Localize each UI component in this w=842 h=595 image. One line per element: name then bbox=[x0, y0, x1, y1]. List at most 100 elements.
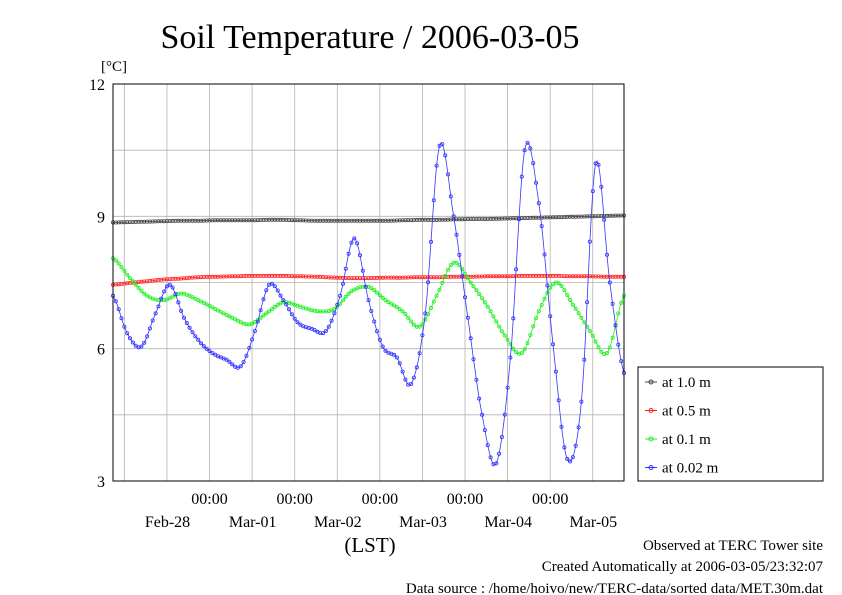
series-point bbox=[448, 263, 453, 268]
series-point bbox=[508, 355, 513, 360]
series-point bbox=[409, 381, 414, 386]
series-point bbox=[113, 299, 118, 304]
series-point bbox=[292, 316, 297, 321]
legend-label: at 1.0 m bbox=[662, 375, 711, 391]
series-point bbox=[383, 298, 388, 303]
series-point bbox=[113, 258, 118, 263]
series-point bbox=[340, 298, 345, 303]
series-point bbox=[207, 303, 212, 308]
series-point bbox=[511, 346, 516, 351]
y-tick-label: 3 bbox=[97, 474, 105, 491]
series-point bbox=[497, 451, 502, 456]
series-point bbox=[366, 218, 371, 223]
series-point bbox=[548, 314, 553, 319]
series-point bbox=[596, 162, 601, 167]
series-line bbox=[112, 142, 625, 466]
series-0 bbox=[111, 213, 627, 225]
series-point bbox=[437, 287, 442, 292]
series-point bbox=[437, 143, 442, 148]
chart-title: Soil Temperature / 2006-03-05 bbox=[160, 19, 579, 56]
series-point bbox=[125, 272, 130, 277]
series-point bbox=[372, 319, 377, 324]
series-point bbox=[542, 296, 547, 301]
series-point bbox=[497, 274, 502, 279]
series-point bbox=[173, 291, 178, 296]
series-point bbox=[261, 273, 266, 278]
series-point bbox=[272, 284, 277, 289]
series-point bbox=[332, 311, 337, 316]
series-3 bbox=[111, 140, 627, 467]
series-point bbox=[613, 323, 618, 328]
series-point bbox=[357, 253, 362, 258]
series-point bbox=[434, 293, 439, 298]
series-point bbox=[343, 294, 348, 299]
series-point bbox=[369, 286, 374, 291]
series-point bbox=[164, 284, 169, 289]
series-layer bbox=[111, 140, 627, 467]
series-point bbox=[335, 302, 340, 307]
series-point bbox=[482, 300, 487, 305]
series-point bbox=[488, 455, 493, 460]
series-point bbox=[468, 216, 473, 221]
series-point bbox=[551, 282, 556, 287]
series-point bbox=[534, 215, 539, 220]
series-point bbox=[241, 360, 246, 365]
series-point bbox=[250, 321, 255, 326]
series-point bbox=[227, 359, 232, 364]
series-point bbox=[468, 336, 473, 341]
series-point bbox=[440, 280, 445, 285]
series-point bbox=[494, 319, 499, 324]
series-point bbox=[284, 302, 289, 307]
series-point bbox=[377, 337, 382, 342]
series-point bbox=[139, 288, 144, 293]
x-tick-date: Mar-03 bbox=[399, 514, 447, 531]
series-point bbox=[261, 217, 266, 222]
series-point bbox=[517, 217, 522, 222]
series-point bbox=[431, 198, 436, 203]
series-point bbox=[156, 304, 161, 309]
series-point bbox=[349, 276, 354, 281]
series-point bbox=[198, 341, 203, 346]
series-point bbox=[411, 375, 416, 380]
series-point bbox=[116, 261, 121, 266]
series-point bbox=[474, 377, 479, 382]
x-tick-time: 00:00 bbox=[362, 491, 398, 508]
series-point bbox=[363, 284, 368, 289]
series-point bbox=[423, 311, 428, 316]
series-point bbox=[590, 333, 595, 338]
series-point bbox=[562, 288, 567, 293]
series-point bbox=[508, 342, 513, 347]
series-point bbox=[565, 456, 570, 461]
series-point bbox=[426, 280, 431, 285]
series-point bbox=[369, 308, 374, 313]
series-point bbox=[394, 355, 399, 360]
x-tick-time: 00:00 bbox=[447, 491, 483, 508]
series-point bbox=[193, 334, 198, 339]
series-point bbox=[326, 324, 331, 329]
x-axis-label: (LST) bbox=[344, 533, 395, 557]
series-point bbox=[392, 352, 397, 357]
series-point bbox=[162, 289, 167, 294]
series-point bbox=[545, 290, 550, 295]
series-point bbox=[252, 328, 257, 333]
series-point bbox=[414, 365, 419, 370]
legend-label: at 0.5 m bbox=[662, 404, 711, 420]
series-point bbox=[616, 311, 621, 316]
series-point bbox=[548, 273, 553, 278]
x-tick-date: Mar-04 bbox=[484, 514, 532, 531]
series-point bbox=[244, 353, 249, 358]
series-point bbox=[400, 369, 405, 374]
series-point bbox=[562, 445, 567, 450]
series-point bbox=[286, 307, 291, 312]
series-point bbox=[312, 218, 317, 223]
series-point bbox=[525, 340, 530, 345]
series-point bbox=[428, 305, 433, 310]
legend-label: at 0.1 m bbox=[662, 432, 711, 448]
series-point bbox=[517, 273, 522, 278]
series-point bbox=[499, 329, 504, 334]
series-point bbox=[568, 459, 573, 464]
series-point bbox=[525, 273, 530, 278]
series-point bbox=[619, 213, 624, 218]
plot-frame bbox=[112, 83, 625, 482]
